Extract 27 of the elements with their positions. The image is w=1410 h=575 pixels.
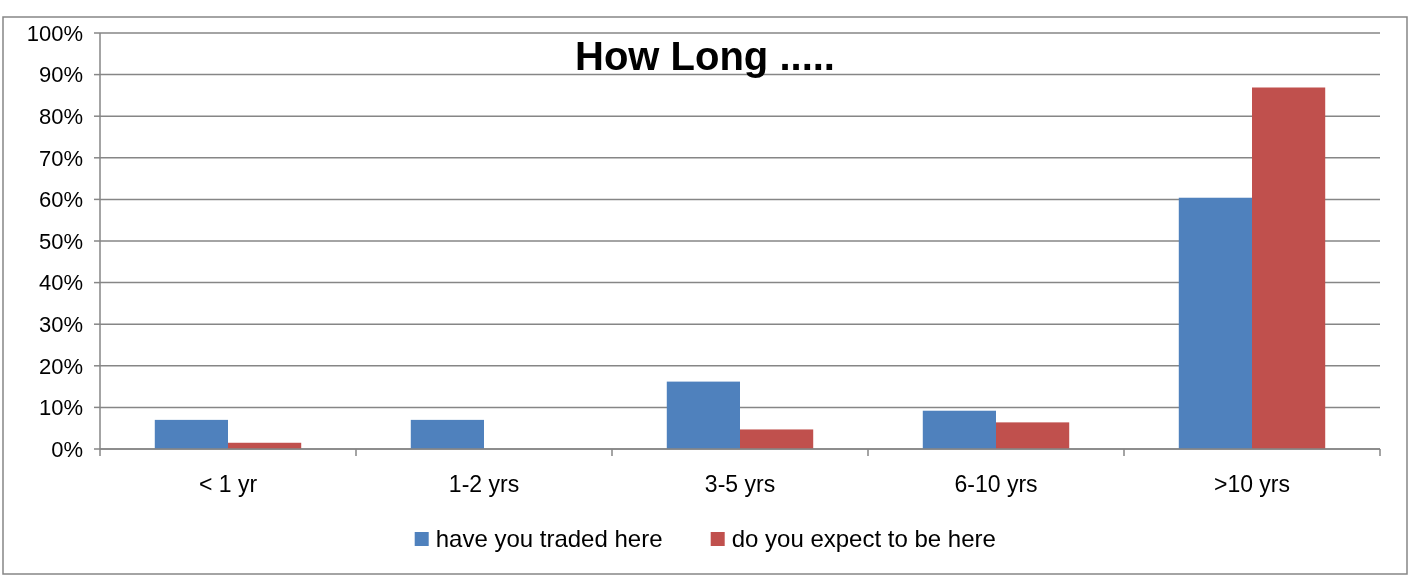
bar [666,381,740,449]
y-tick-label: 50% [38,228,83,254]
bar [1252,87,1326,449]
y-tick-label: 80% [38,103,83,129]
bar [1178,197,1252,449]
y-tick-label: 40% [38,270,83,296]
bar [740,429,814,449]
bar [410,419,484,449]
bar [996,422,1070,449]
y-tick-label: 20% [38,353,83,379]
bar [922,410,996,449]
y-tick-label: 0% [51,436,83,462]
y-tick-label: 90% [38,62,83,88]
y-tick-label: 70% [38,145,83,171]
y-tick-label: 100% [26,20,83,46]
y-tick-label: 60% [38,187,83,213]
x-tick-label: 3-5 yrs [704,471,776,498]
chart-title: How Long ..... [575,34,835,78]
x-tick-label: 1-2 yrs [448,471,520,498]
y-tick-label: 10% [38,395,83,421]
x-tick-label: 6-10 yrs [954,471,1038,498]
bar [154,419,228,449]
x-tick-label: >10 yrs [1213,471,1291,498]
legend-label: do you expect to be here [731,525,996,553]
legend-label: have you traded here [435,525,663,553]
y-tick-label: 30% [38,311,83,337]
x-tick-label: < 1 yr [198,471,258,498]
